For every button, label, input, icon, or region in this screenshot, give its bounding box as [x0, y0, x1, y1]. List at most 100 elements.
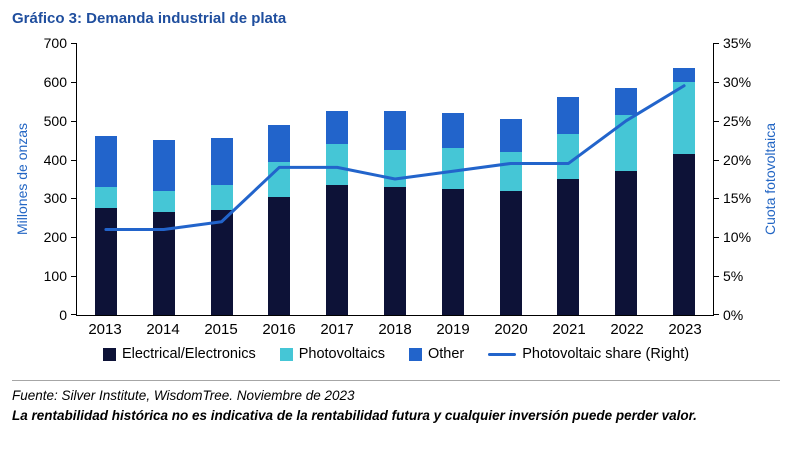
bar-segment: [152, 190, 175, 213]
disclaimer: La rentabilidad histórica no es indicati…: [12, 408, 697, 423]
legend-item: Electrical/Electronics: [102, 346, 256, 362]
bar-segment: [94, 186, 117, 209]
left-tick-label: 100: [43, 268, 67, 285]
pv-share-line: [104, 84, 686, 232]
x-tick-label: 2015: [204, 321, 238, 338]
bar-segment: [673, 153, 696, 315]
x-tick-label: 2021: [552, 321, 586, 338]
right-axis-ticks: 35% 30% 25% 20% 15% 10% 5% 0%: [714, 35, 760, 323]
bar-segment: [615, 171, 638, 315]
left-axis-ticks: 700 600 500 400 300 200 100 0: [32, 35, 76, 323]
bar-segment: [557, 134, 580, 179]
right-tick-label: 15%: [723, 190, 752, 207]
tick-mark: [714, 120, 719, 122]
x-tick-label: 2016: [262, 321, 296, 338]
bar-segment: [268, 196, 291, 315]
chart: Millones de onzas 700 600 500 400 300 200 100 0…: [12, 35, 780, 338]
bar-segment: [210, 184, 233, 211]
plot-area: [76, 43, 714, 316]
legend-label: Other: [427, 346, 465, 362]
tick-mark: [71, 159, 76, 161]
bar-segment: [384, 186, 406, 315]
legend-label: Photovoltaic share (Right): [522, 346, 690, 362]
right-tick-label: 5%: [723, 268, 744, 285]
tick-mark: [71, 120, 76, 122]
bar-segment: [94, 208, 117, 315]
bar-segment: [673, 81, 696, 154]
tick-mark: [714, 43, 719, 44]
left-tick-label: 500: [43, 112, 67, 129]
bar-segment: [210, 210, 233, 315]
tick-mark: [71, 81, 76, 83]
left-axis-title: Millones de onzas: [14, 122, 30, 236]
x-tick-label: 2014: [146, 321, 180, 338]
x-tick-label: 2023: [668, 321, 702, 338]
source-note: Fuente: Silver Institute, WisdomTree. No…: [12, 388, 355, 403]
x-tick-label: 2022: [610, 321, 644, 338]
right-tick-label: 10%: [723, 229, 752, 246]
tick-mark: [71, 237, 76, 239]
legend-square-swatch: [408, 347, 422, 361]
x-tick-label: 2017: [320, 321, 354, 338]
x-tick-label: 2013: [88, 321, 122, 338]
left-tick-label: 400: [43, 151, 67, 168]
tick-mark: [714, 314, 719, 315]
bar-segment: [94, 136, 117, 187]
right-tick-label: 25%: [723, 112, 752, 129]
tick-mark: [714, 237, 719, 239]
left-tick-label: 0: [59, 307, 67, 323]
bar-segment: [152, 140, 175, 191]
tick-mark: [71, 198, 76, 200]
bar-segment: [384, 111, 406, 150]
chart-center: 2013 2014 2015 2016 2017 2018 2019 2020 2021 2022…: [76, 43, 714, 338]
legend-item: Photovoltaics: [279, 346, 385, 362]
bar-segment: [557, 179, 580, 315]
bar-segment: [441, 112, 464, 148]
legend-item: Other: [408, 346, 465, 362]
tick-mark: [71, 314, 76, 315]
left-tick-label: 600: [43, 73, 67, 90]
bar-segment: [557, 97, 580, 135]
tick-mark: [714, 81, 719, 83]
x-tick-label: 2020: [494, 321, 528, 338]
bar-segment: [441, 188, 464, 315]
tick-mark: [71, 43, 76, 44]
right-tick-label: 20%: [723, 151, 752, 168]
tick-mark: [714, 159, 719, 161]
bar-segment: [499, 151, 522, 191]
bar-segment: [152, 212, 175, 315]
tick-mark: [714, 276, 719, 278]
footer: Fuente: Silver Institute, WisdomTree. No…: [12, 380, 780, 423]
bar-segment: [268, 161, 291, 197]
right-tick-label: 35%: [723, 35, 752, 51]
bar-segment: [673, 68, 696, 82]
legend-line-swatch: [488, 352, 517, 356]
x-axis-labels: 2013 2014 2015 2016 2017 2018 2019 2020 2021 2022…: [76, 316, 714, 338]
legend-label: Electrical/Electronics: [121, 346, 256, 362]
bar-segment: [268, 124, 291, 162]
right-tick-label: 0%: [723, 307, 744, 323]
legend-square-swatch: [102, 347, 116, 361]
bar-segment: [441, 147, 464, 189]
bar-segment: [499, 118, 522, 152]
left-tick-label: 200: [43, 229, 67, 246]
left-tick-label: 700: [43, 35, 67, 51]
bar-segment: [210, 138, 233, 185]
legend: Electrical/Electronics Photovoltaics Other…: [12, 346, 780, 362]
legend-item: Photovoltaic share (Right): [488, 346, 689, 362]
x-tick-label: 2019: [436, 321, 470, 338]
bar-segment: [326, 144, 349, 185]
chart-title: Gráfico 3: Demanda industrial de plata: [12, 10, 287, 27]
bar-segment: [326, 111, 349, 145]
bar-segment: [499, 190, 522, 315]
bar-segment: [615, 114, 638, 172]
left-tick-label: 300: [43, 190, 67, 207]
right-axis-title: Cuota fotovoltaica: [762, 122, 778, 236]
right-tick-label: 30%: [723, 73, 752, 90]
bar-segment: [326, 184, 349, 315]
tick-mark: [714, 198, 719, 200]
x-tick-label: 2018: [378, 321, 412, 338]
legend-square-swatch: [279, 347, 293, 361]
tick-mark: [71, 276, 76, 278]
